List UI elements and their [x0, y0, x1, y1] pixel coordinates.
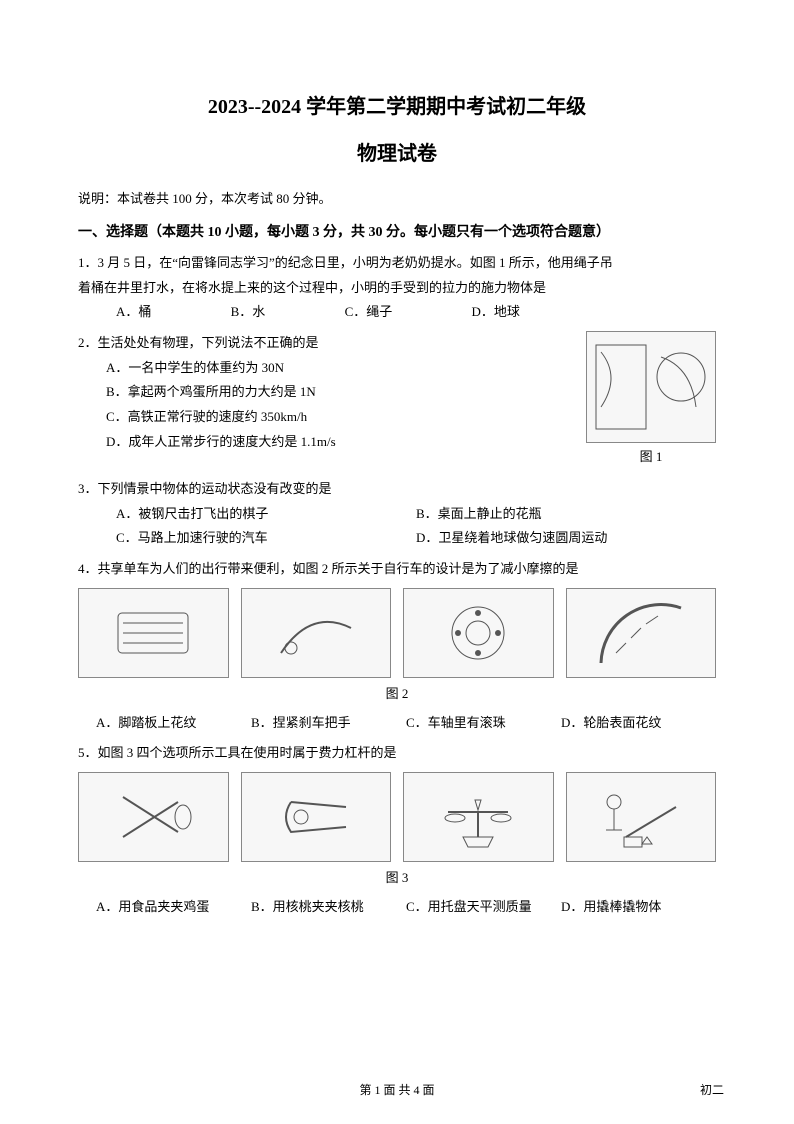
q5-option-d: D．用撬棒撬物体: [561, 895, 716, 920]
q5-stem: 5．如图 3 四个选项所示工具在使用时属于费力杠杆的是: [78, 741, 716, 766]
q5-figure-a: [78, 772, 229, 862]
page-footer: 第 1 面 共 4 面 初二: [0, 1081, 794, 1098]
balance-scale-icon: [433, 782, 523, 852]
footer-tag: 初二: [700, 1081, 724, 1098]
q4-figure-b: [241, 588, 392, 678]
q4-stem: 4．共享单车为人们的出行带来便利，如图 2 所示关于自行车的设计是为了减小摩擦的…: [78, 557, 716, 582]
figure-1: [586, 331, 716, 443]
q5-figure-d: [566, 772, 717, 862]
q5-option-c: C．用托盘天平测质量: [406, 895, 561, 920]
q2-stem: 2．生活处处有物理，下列说法不正确的是: [78, 331, 566, 356]
question-5: 5．如图 3 四个选项所示工具在使用时属于费力杠杆的是 图 3 A．用食品夹夹鸡…: [78, 741, 716, 919]
q3-stem: 3．下列情景中物体的运动状态没有改变的是: [78, 477, 716, 502]
question-2: 2．生活处处有物理，下列说法不正确的是 A．一名中学生的体重约为 30N B．拿…: [78, 331, 716, 471]
figure-3-row: [78, 766, 716, 864]
q1-option-d: D．地球: [471, 300, 519, 325]
question-1: 1．3 月 5 日，在“向雷锋同志学习”的纪念日里，小明为老奶奶提水。如图 1 …: [78, 251, 716, 325]
title-line2: 物理试卷: [78, 137, 716, 166]
q4-option-b: B．捏紧刹车把手: [251, 711, 406, 736]
q4-option-c: C．车轴里有滚珠: [406, 711, 561, 736]
q4-figure-a: [78, 588, 229, 678]
q1-option-b: B．水: [231, 300, 266, 325]
q1-line2: 着桶在井里打水，在将水提上来的这个过程中，小明的手受到的拉力的施力物体是: [78, 276, 716, 301]
q2-option-b: B．拿起两个鸡蛋所用的力大约是 1N: [78, 380, 566, 405]
tire-icon: [596, 598, 686, 668]
q2-option-c: C．高铁正常行驶的速度约 350km/h: [78, 405, 566, 430]
q3-option-a: A．被钢尺击打飞出的棋子: [116, 502, 416, 527]
figure-1-caption: 图 1: [586, 445, 716, 470]
q4-option-d: D．轮胎表面花纹: [561, 711, 716, 736]
crowbar-icon: [596, 782, 686, 852]
q2-option-d: D．成年人正常步行的速度大约是 1.1m/s: [78, 430, 566, 455]
q4-option-a: A．脚踏板上花纹: [96, 711, 251, 736]
q5-option-a: A．用食品夹夹鸡蛋: [96, 895, 251, 920]
q2-option-a: A．一名中学生的体重约为 30N: [78, 356, 566, 381]
well-bucket-icon: [591, 337, 711, 437]
question-3: 3．下列情景中物体的运动状态没有改变的是 A．被钢尺击打飞出的棋子 B．桌面上静…: [78, 477, 716, 551]
q1-option-a: A．桶: [116, 300, 151, 325]
pedal-icon: [108, 598, 198, 668]
figure-2-row: [78, 582, 716, 680]
q3-option-d: D．卫星绕着地球做匀速圆周运动: [416, 526, 716, 551]
q5-option-b: B．用核桃夹夹核桃: [251, 895, 406, 920]
q5-figure-b: [241, 772, 392, 862]
figure-3-caption: 图 3: [78, 866, 716, 891]
brake-handle-icon: [271, 598, 361, 668]
q3-option-b: B．桌面上静止的花瓶: [416, 502, 716, 527]
q4-figure-d: [566, 588, 717, 678]
title-line1: 2023--2024 学年第二学期期中考试初二年级: [78, 90, 716, 119]
q1-line1: 1．3 月 5 日，在“向雷锋同志学习”的纪念日里，小明为老奶奶提水。如图 1 …: [78, 251, 716, 276]
instruction-note: 说明：本试卷共 100 分，本次考试 80 分钟。: [78, 188, 716, 207]
q3-option-c: C．马路上加速行驶的汽车: [116, 526, 416, 551]
nutcracker-icon: [271, 782, 361, 852]
question-4: 4．共享单车为人们的出行带来便利，如图 2 所示关于自行车的设计是为了减小摩擦的…: [78, 557, 716, 735]
bearing-icon: [433, 598, 523, 668]
q1-option-c: C．绳子: [345, 300, 393, 325]
q5-figure-c: [403, 772, 554, 862]
figure-2-caption: 图 2: [78, 682, 716, 707]
food-tongs-icon: [108, 782, 198, 852]
section-heading: 一、选择题（本题共 10 小题，每小题 3 分，共 30 分。每小题只有一个选项…: [78, 221, 716, 241]
footer-page-number: 第 1 面 共 4 面: [359, 1083, 434, 1097]
q4-figure-c: [403, 588, 554, 678]
